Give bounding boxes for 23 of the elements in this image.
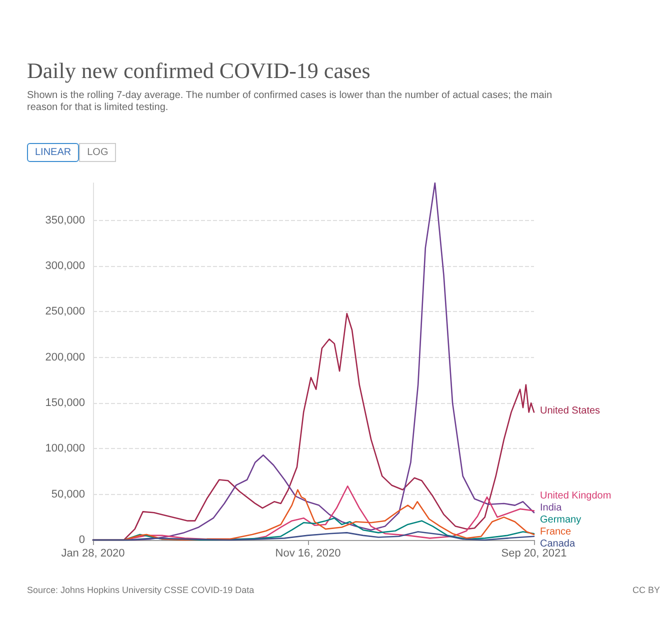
chart-title: Daily new confirmed COVID-19 cases [27, 58, 370, 84]
y-tick-label: 350,000 [45, 214, 85, 226]
series-label: France [540, 526, 572, 538]
series-label: Canada [540, 538, 576, 550]
x-tick-label: Nov 16, 2020 [275, 548, 341, 560]
y-tick-label: 200,000 [45, 351, 85, 364]
y-tick-label: 150,000 [45, 397, 85, 410]
y-tick-label: 300,000 [45, 260, 85, 272]
chart-subtitle: Shown is the rolling 7-day average. The number of confirmed cases is lower than the number of actual cases; the main reason for that is limited testing. [27, 90, 554, 114]
x-tick-label: Sep 20, 2021 [501, 548, 567, 560]
series-label: United States [540, 406, 600, 417]
text: CC BY [632, 585, 660, 595]
y-tick-label: 250,000 [45, 306, 85, 318]
y-tick-label: 50,000 [51, 488, 85, 500]
x-tick-label: Jan 28, 2020 [61, 548, 125, 560]
text: LOG [79, 143, 116, 162]
y-tick-label: 0 [78, 534, 85, 546]
y-tick-label: 100,000 [45, 442, 85, 455]
text: LINEAR [27, 143, 80, 162]
series-label: Germany [540, 514, 582, 526]
source-note: Source: Johns Hopkins University CSSE COVID-19 Data [27, 585, 254, 595]
series-label: India [540, 502, 562, 514]
series-label: United Kingdom [540, 490, 612, 502]
